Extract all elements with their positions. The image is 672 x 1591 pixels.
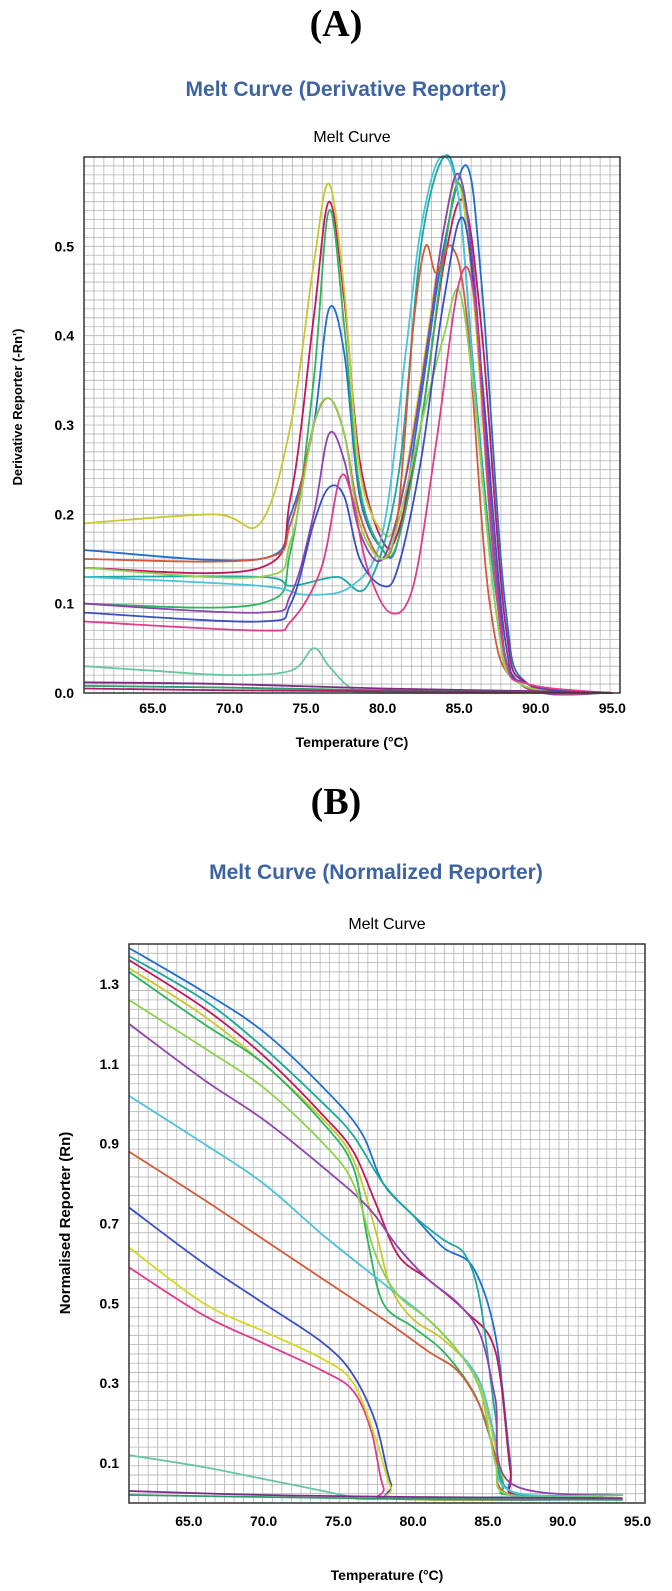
a-y-tick-label: 0.4 xyxy=(55,328,75,344)
a-x-tick-label: 75.0 xyxy=(292,700,319,716)
a-plot-frame xyxy=(83,156,621,694)
b-series-line-15 xyxy=(128,1494,623,1501)
b-x-tick-label: 70.0 xyxy=(250,1513,277,1529)
chart-b-heading: Melt Curve (Normalized Reporter) xyxy=(209,861,543,884)
panel-a-label: (A) xyxy=(309,3,363,45)
a-series-line-2 xyxy=(83,198,613,694)
a-x-tick-label: 70.0 xyxy=(216,700,243,716)
b-y-tick-label: 1.3 xyxy=(100,976,120,992)
b-series-line-14 xyxy=(128,1490,623,1500)
b-y-axis-label: Normalised Reporter (Rn) xyxy=(57,1132,74,1315)
b-x-tick-label: 65.0 xyxy=(175,1513,202,1529)
b-series-group xyxy=(128,947,623,1502)
derivative-melt-curve-chart: 65.0 70.0 75.0 80.0 85.0 90.0 95.0 0.0 0.1 0.2 0.3… xyxy=(10,129,626,750)
b-y-tick-label: 0.1 xyxy=(100,1455,120,1471)
b-series-line-2 xyxy=(128,959,623,1500)
a-y-tick-label: 0.2 xyxy=(55,506,75,522)
a-y-tick-label: 0.5 xyxy=(55,238,75,254)
a-y-axis-label: Derivative Reporter (-Rn') xyxy=(10,329,25,486)
a-x-tick-label: 85.0 xyxy=(446,700,473,716)
b-x-tick-label: 80.0 xyxy=(400,1513,427,1529)
b-y-tick-label: 0.5 xyxy=(100,1295,120,1311)
b-series-line-9 xyxy=(128,999,623,1499)
b-y-tick-label: 0.9 xyxy=(100,1136,120,1152)
a-series-line-15 xyxy=(83,687,613,694)
a-chart-title: Melt Curve xyxy=(313,129,390,146)
panel-b-label: (B) xyxy=(310,781,362,823)
a-y-tick-label: 0.0 xyxy=(55,685,75,701)
a-x-axis-label: Temperature (°C) xyxy=(296,734,409,750)
a-series-line-8 xyxy=(83,243,613,695)
a-x-tick-label: 80.0 xyxy=(369,700,396,716)
a-series-line-11 xyxy=(83,266,613,694)
a-x-tick-label: 95.0 xyxy=(599,700,626,716)
b-x-tick-label: 95.0 xyxy=(624,1513,651,1529)
b-y-tick-label: 1.1 xyxy=(100,1056,120,1072)
b-x-tick-label: 75.0 xyxy=(325,1513,352,1529)
b-x-tick-label: 85.0 xyxy=(474,1513,501,1529)
b-y-tick-label: 0.3 xyxy=(100,1375,120,1391)
b-x-axis-label: Temperature (°C) xyxy=(331,1567,444,1583)
b-grid xyxy=(128,943,646,1504)
a-series-line-9 xyxy=(83,288,613,694)
b-chart-title: Melt Curve xyxy=(348,916,425,933)
chart-a-heading: Melt Curve (Derivative Reporter) xyxy=(185,78,507,101)
a-y-tick-label: 0.1 xyxy=(55,596,75,612)
b-x-tick-label: 90.0 xyxy=(549,1513,576,1529)
b-series-line-7 xyxy=(128,1023,623,1496)
a-series-group xyxy=(83,154,613,696)
a-x-tick-label: 90.0 xyxy=(522,700,549,716)
a-y-tick-label: 0.3 xyxy=(55,417,75,433)
b-plot-frame xyxy=(128,943,646,1504)
a-series-line-10 xyxy=(83,216,613,694)
a-x-tick-label: 65.0 xyxy=(139,700,166,716)
a-series-line-7 xyxy=(83,172,613,696)
b-y-tick-label: 0.7 xyxy=(100,1216,120,1232)
